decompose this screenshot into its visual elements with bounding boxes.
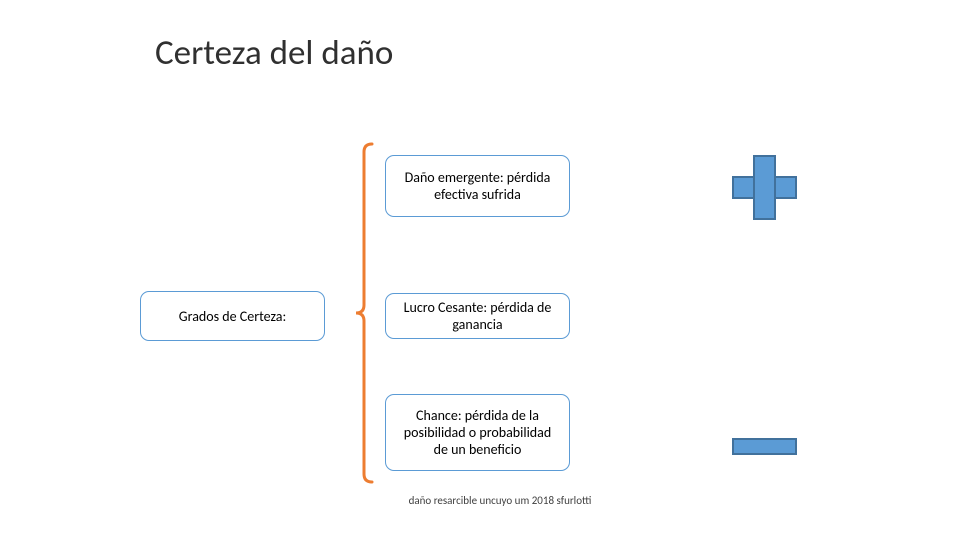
box-root: Grados de Certeza: [140,291,325,341]
bracket-connector [348,141,382,495]
slide-title: Certeza del daño [155,32,393,74]
box-child-2: Lucro Cesante: pérdida de ganancia [385,293,570,339]
slide: { "title": { "text": "Certeza del daño",… [0,0,960,540]
plus-icon [732,155,797,220]
box-root-label: Grados de Certeza: [179,308,286,325]
box-child-1-label: Daño emergente: pérdida efectiva sufrida [396,169,559,203]
box-child-1: Daño emergente: pérdida efectiva sufrida [385,155,570,217]
footer-text: daño resarcible uncuyo um 2018 sfurlotti [385,494,615,507]
box-child-3-label: Chance: pérdida de la posibilidad o prob… [396,407,559,458]
box-child-3: Chance: pérdida de la posibilidad o prob… [385,394,570,471]
minus-icon [732,438,797,455]
box-child-2-label: Lucro Cesante: pérdida de ganancia [396,299,559,333]
